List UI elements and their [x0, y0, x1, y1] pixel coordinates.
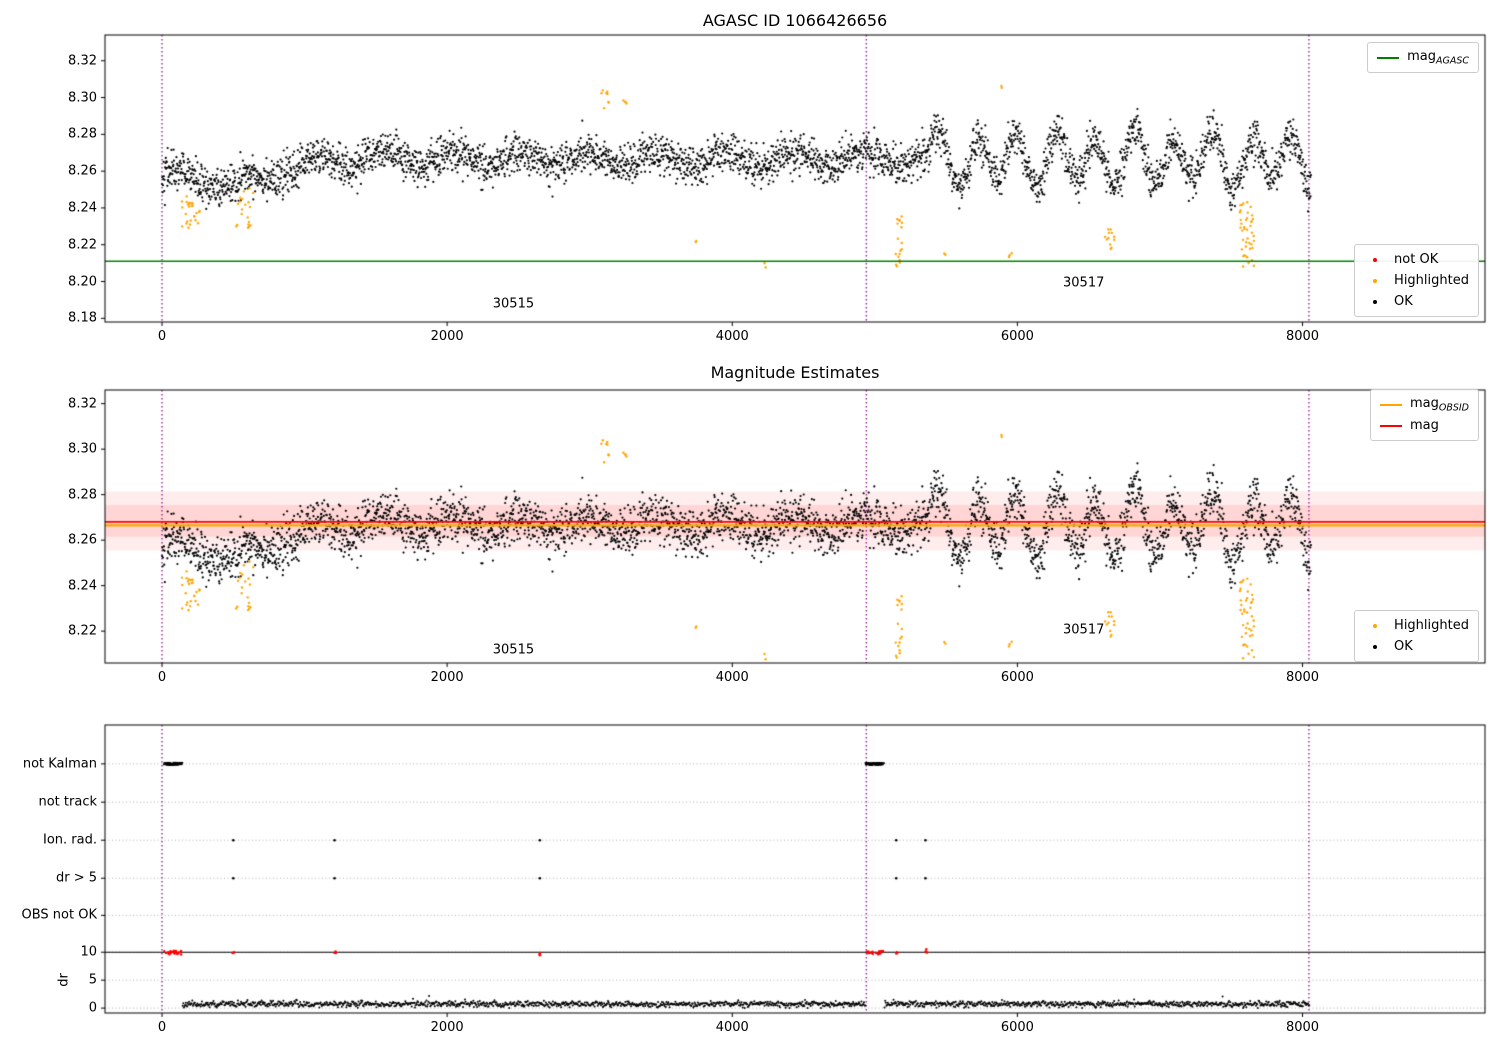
legend-marker-sample: [1364, 623, 1386, 628]
legend-item: Highlighted: [1364, 270, 1469, 291]
legend-item: Highlighted: [1364, 615, 1469, 636]
plot-title-top: AGASC ID 1066426656: [702, 11, 888, 30]
legend-label: magOBSID: [1409, 395, 1469, 414]
legend-label: Highlighted: [1394, 618, 1469, 633]
legend-line-sample: [1377, 56, 1400, 59]
legend-item: mag: [1379, 415, 1469, 436]
legend-mid-points: Highlighted OK: [1354, 610, 1479, 662]
legend-label: magAGASC: [1407, 48, 1469, 67]
legend-mag-agasc: magAGASC: [1367, 42, 1479, 73]
legend-label: mag: [1409, 418, 1439, 433]
plot-title-middle: Magnitude Estimates: [710, 363, 880, 382]
legend-marker-sample: [1364, 257, 1386, 262]
legend-mid-lines: magOBSID mag: [1369, 389, 1479, 441]
legend-item: OK: [1364, 636, 1469, 657]
legend-label: Highlighted: [1394, 273, 1469, 288]
legend-item: magOBSID: [1379, 394, 1469, 415]
legend-marker-sample: [1364, 299, 1386, 304]
legend-marker-sample: [1364, 278, 1386, 283]
legend-line-sample: [1379, 424, 1402, 427]
legend-line-sample: [1379, 403, 1402, 406]
legend-top-points: not OK Highlighted OK: [1354, 244, 1479, 317]
legend-item: not OK: [1364, 249, 1469, 270]
legend-item: magAGASC: [1377, 47, 1469, 68]
legend-label: OK: [1394, 294, 1413, 309]
legend-marker-sample: [1364, 644, 1386, 649]
legend-label: not OK: [1394, 252, 1439, 267]
legend-item: OK: [1364, 291, 1469, 312]
legend-label: OK: [1394, 639, 1413, 654]
